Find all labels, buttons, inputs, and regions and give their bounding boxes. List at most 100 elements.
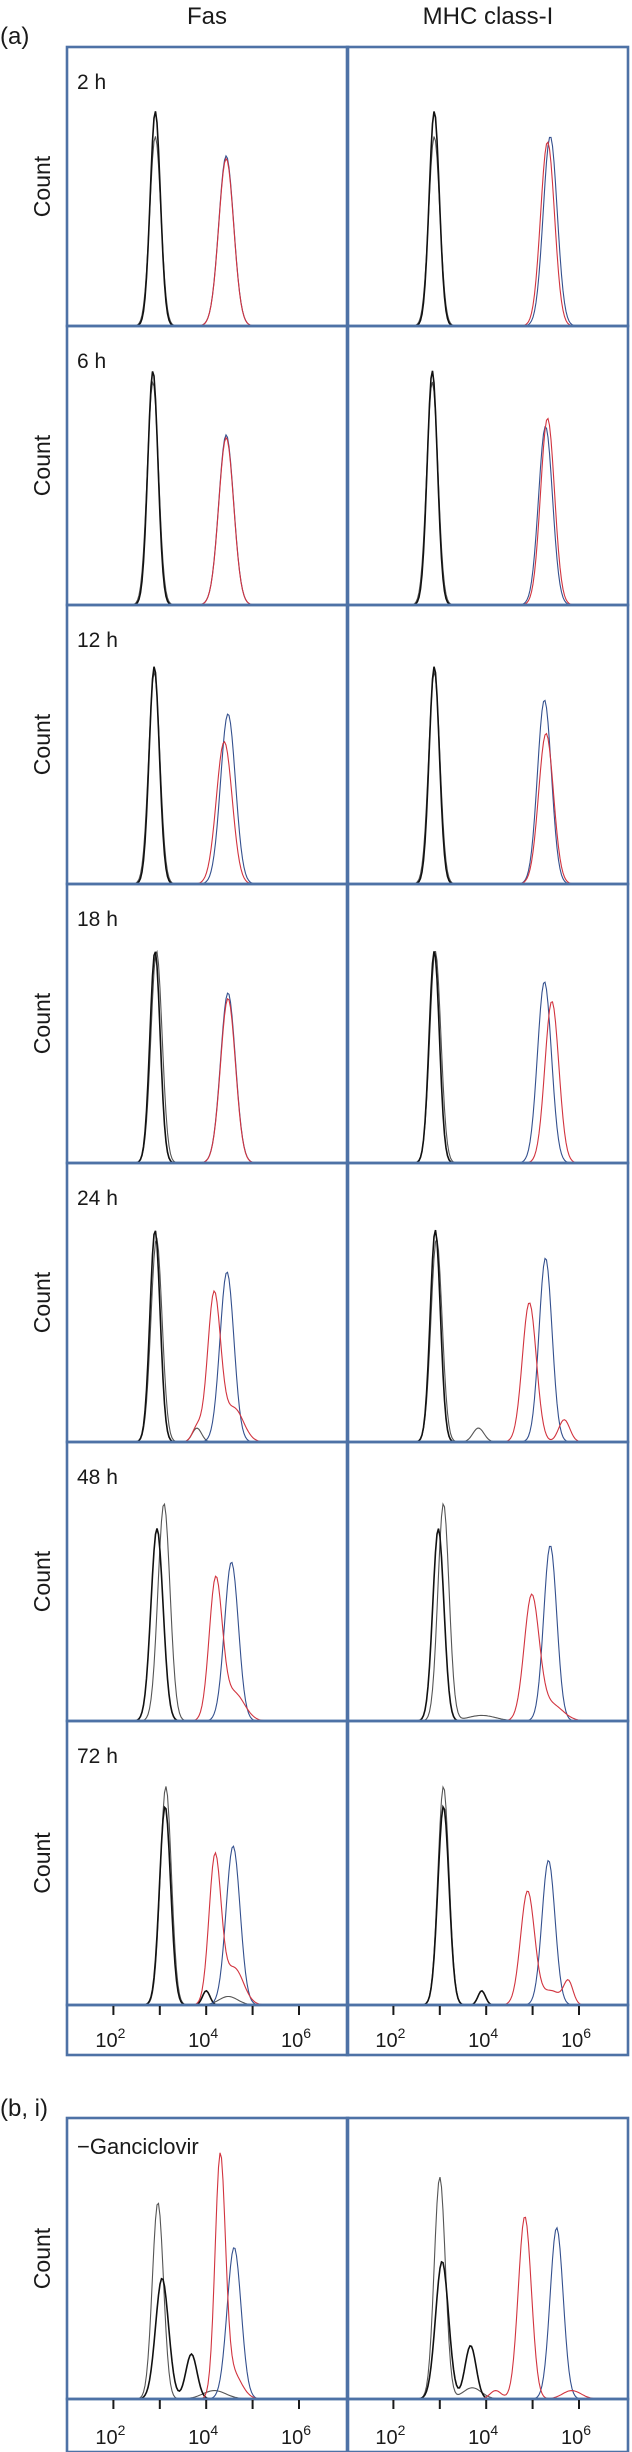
x-tick-label: 106 <box>281 2422 311 2449</box>
histogram-curve-grey <box>67 380 348 606</box>
y-axis-label-count: Count <box>29 1550 55 1612</box>
y-axis-label-count: Count <box>29 1271 55 1333</box>
x-tick-label: 106 <box>561 2025 591 2052</box>
histogram-curve-grey <box>67 1786 348 2006</box>
time-point-label: 48 h <box>77 1466 118 1489</box>
histogram-panel: 12 h Count <box>29 603 350 886</box>
histogram-curve-red <box>347 141 628 327</box>
histogram-curve-grey <box>347 672 628 885</box>
x-tick-label: 106 <box>281 2025 311 2052</box>
histogram-curve-red <box>67 1575 348 1722</box>
histogram-curve-red <box>347 1593 628 1722</box>
histogram-curve-black <box>347 1229 628 1443</box>
histogram-curve-black <box>347 666 628 885</box>
histogram-curve-blue <box>67 1845 348 2006</box>
histogram-curve-grey <box>67 949 348 1164</box>
tick-exponent: 6 <box>583 2025 591 2041</box>
tick-exponent: 4 <box>490 2025 498 2041</box>
panel-frame <box>345 324 630 607</box>
histogram-curve-grey <box>347 950 628 1164</box>
histogram-curve-grey <box>67 136 348 327</box>
x-axis: 102 104 106 102 104 106 <box>65 2397 630 2452</box>
tick-exponent: 4 <box>490 2422 498 2438</box>
tick-exponent: 2 <box>118 2025 126 2041</box>
histogram-panel <box>345 603 630 886</box>
histogram-panel: 2 h Count <box>29 45 350 328</box>
histogram-curve-red <box>347 1890 628 2006</box>
histogram-panel <box>345 1161 630 1444</box>
histogram-curve-black <box>67 1805 348 2006</box>
panel-frame <box>345 2116 630 2401</box>
panel-a-label: (a) <box>0 23 29 50</box>
histogram-panel <box>345 1440 630 1723</box>
histogram-curve-grey <box>347 1502 628 1722</box>
histogram-curve-blue <box>67 713 348 885</box>
histogram-curve-black <box>347 370 628 606</box>
tick-exponent: 2 <box>118 2422 126 2438</box>
histogram-curve-blue <box>347 1257 628 1443</box>
histogram-curve-blue <box>347 1859 628 2006</box>
x-tick-label: 106 <box>561 2422 591 2449</box>
x-tick-label: 104 <box>188 2422 218 2449</box>
histogram-panel: 48 h Count <box>29 1440 350 1723</box>
panel-frame <box>345 882 630 1165</box>
histogram-curve-red <box>67 436 348 606</box>
tick-base: 10 <box>561 2427 583 2449</box>
histogram-curve-blue <box>67 433 348 606</box>
histogram-curve-grey <box>347 1237 628 1443</box>
time-point-label: 12 h <box>77 629 118 652</box>
panels-layer: 2 h Count 6 h Count 12 h Count 18 h Count 24 h Co… <box>29 45 630 2452</box>
histogram-curve-red <box>67 997 348 1164</box>
histogram-curve-grey <box>347 1785 628 2006</box>
histogram-curve-blue <box>67 992 348 1164</box>
x-tick-label: 102 <box>375 2025 405 2052</box>
histogram-curve-grey <box>347 381 628 606</box>
histogram-curve-grey <box>67 1502 348 1722</box>
histogram-curve-red <box>67 2152 348 2400</box>
histogram-curve-black <box>67 1528 348 1722</box>
histogram-curve-red <box>347 1001 628 1164</box>
histogram-curve-blue <box>67 154 348 327</box>
tick-base: 10 <box>95 2427 117 2449</box>
y-axis-label-count: Count <box>29 992 55 1054</box>
x-tick-label: 104 <box>468 2025 498 2052</box>
time-point-label: 2 h <box>77 71 106 94</box>
y-axis-label-count: Count <box>29 2227 55 2289</box>
histogram-curve-blue <box>67 1561 348 1722</box>
x-axis-frame <box>345 2003 630 2057</box>
tick-exponent: 6 <box>583 2422 591 2438</box>
histogram-curve-black <box>67 666 348 885</box>
tick-exponent: 4 <box>210 2422 218 2438</box>
histogram-panel <box>345 1719 630 2007</box>
histogram-curve-black <box>67 1230 348 1443</box>
histogram-curve-blue <box>347 136 628 327</box>
histogram-curve-grey <box>67 2202 348 2400</box>
histogram-curve-black <box>347 951 628 1164</box>
histogram-curve-grey <box>67 672 348 885</box>
tick-base: 10 <box>281 2030 303 2052</box>
panel-frame <box>345 1161 630 1444</box>
tick-exponent: 6 <box>303 2025 311 2041</box>
histogram-curve-black <box>67 111 348 327</box>
histogram-panel: 72 h Count <box>29 1719 350 2007</box>
histogram-curve-red <box>347 732 628 885</box>
tick-base: 10 <box>281 2427 303 2449</box>
panel-frame <box>65 324 350 607</box>
time-point-label: 6 h <box>77 350 106 373</box>
tick-base: 10 <box>375 2030 397 2052</box>
histogram-curve-blue <box>347 699 628 885</box>
histogram-curve-grey <box>347 2176 628 2400</box>
histogram-curve-blue <box>347 1545 628 1722</box>
x-tick-label: 104 <box>188 2025 218 2052</box>
panel-frame <box>345 1440 630 1723</box>
y-axis-label-count: Count <box>29 434 55 496</box>
panel-b-label: (b, i) <box>0 2095 48 2122</box>
histogram-curve-blue <box>347 426 628 606</box>
tick-base: 10 <box>375 2427 397 2449</box>
histogram-curve-black <box>67 371 348 606</box>
histogram-curve-black <box>67 951 348 1164</box>
histogram-panel: 24 h Count <box>29 1161 350 1444</box>
tick-exponent: 6 <box>303 2422 311 2438</box>
histogram-curve-red <box>347 417 628 606</box>
